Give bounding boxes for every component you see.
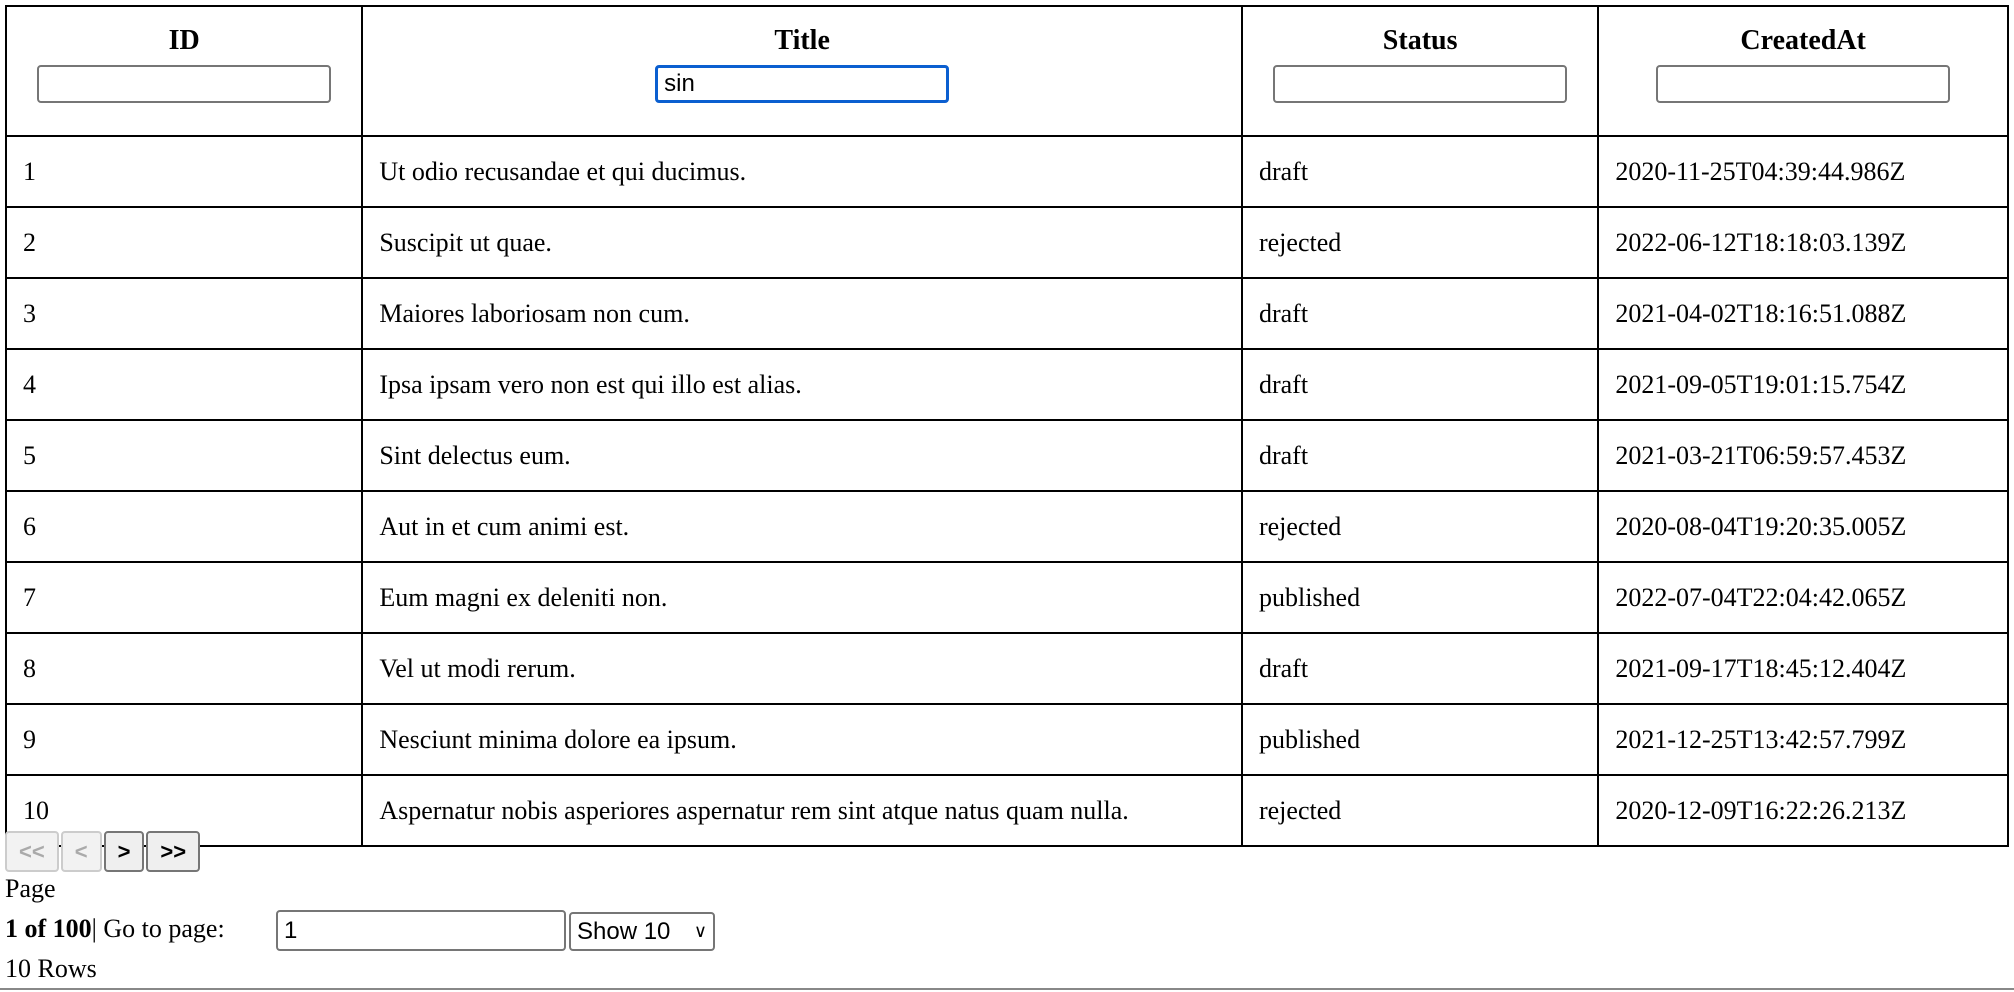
column-label: ID (168, 25, 200, 56)
cell-createdat: 2022-07-04T22:04:42.065Z (1597, 561, 2009, 634)
first-page-button[interactable]: << (5, 831, 59, 872)
table-row: 7 Eum magni ex deleniti non. published 2022… (4, 561, 2009, 634)
cell-id: 5 (4, 419, 364, 492)
filter-input-title[interactable] (655, 65, 950, 103)
cell-title: Vel ut modi rerum. (361, 632, 1243, 705)
chevron-down-icon: ∨ (693, 921, 707, 941)
column-header-createdat: CreatedAt (1597, 5, 2009, 137)
cell-status: rejected (1240, 206, 1600, 279)
column-label: Title (774, 25, 830, 56)
cell-title: Ipsa ipsam vero non est qui illo est ali… (361, 348, 1243, 421)
rows-count: 10 Rows (5, 954, 97, 983)
cell-createdat: 2021-09-17T18:45:12.404Z (1597, 632, 2009, 705)
table-row: 6 Aut in et cum animi est. rejected 2020-08… (4, 490, 2009, 563)
cell-createdat: 2021-03-21T06:59:57.453Z (1597, 419, 2009, 492)
next-page-button[interactable]: > (103, 831, 145, 872)
data-table: ID Title Status CreatedAt 1Ut odio recusand… (4, 5, 2009, 847)
column-header-status: Status (1240, 5, 1600, 137)
cell-id: 8 (4, 632, 364, 705)
goto-label: Go to page: (96, 914, 225, 943)
cell-id: 4 (4, 348, 364, 421)
cell-status: rejected (1240, 774, 1600, 847)
cell-id: 2 (4, 206, 364, 279)
table-row: 3 Maiores laboriosam non cum. draft 2021-04… (4, 277, 2009, 350)
cell-id: 1 (4, 135, 364, 208)
cell-status: draft (1240, 348, 1600, 421)
table-row: 9 Nesciunt minima dolore ea ipsum. publish… (4, 703, 2009, 776)
column-label: Status (1382, 25, 1458, 56)
separator: | (91, 914, 97, 943)
table-row: 1 Ut odio recusandae et qui ducimus. draft… (4, 135, 2009, 208)
cell-createdat: 2020-12-09T16:22:26.213Z (1597, 774, 2009, 847)
table-row: 10 Aspernatur nobis asperiores aspernatur… (4, 774, 2009, 847)
table-row: 8 Vel ut modi rerum. draft 2021-09-17T18:45… (4, 632, 2009, 705)
divider (0, 988, 2014, 990)
cell-createdat: 2021-04-02T18:16:51.088Z (1597, 277, 2009, 350)
filter-input-createdat[interactable] (1656, 65, 1951, 103)
cell-title: Aspernatur nobis asperiores aspernatur r… (361, 774, 1243, 847)
cell-status: draft (1240, 277, 1600, 350)
page-label: Page (5, 874, 56, 903)
column-header-title: Title (361, 5, 1243, 137)
cell-createdat: 2021-09-05T19:01:15.754Z (1597, 348, 2009, 421)
goto-page-input[interactable] (276, 910, 566, 951)
cell-status: draft (1240, 632, 1600, 705)
cell-status: draft (1240, 135, 1600, 208)
page-info-line: 1 of 100| Go to page: (5, 914, 225, 944)
cell-status: rejected (1240, 490, 1600, 563)
cell-createdat: 2022-06-12T18:18:03.139Z (1597, 206, 2009, 279)
table-row: 2 Suscipit ut quae. rejected 2022-06-12T18:… (4, 206, 2009, 279)
cell-title: Suscipit ut quae. (361, 206, 1243, 279)
cell-status: published (1240, 561, 1600, 634)
cell-id: 7 (4, 561, 364, 634)
cell-status: published (1240, 703, 1600, 776)
cell-createdat: 2020-08-04T19:20:35.005Z (1597, 490, 2009, 563)
cell-createdat: 2021-12-25T13:42:57.799Z (1597, 703, 2009, 776)
cell-title: Ut odio recusandae et qui ducimus. (361, 135, 1243, 208)
column-label: CreatedAt (1740, 25, 1866, 56)
page-size-value: Show 10 (577, 917, 671, 945)
cell-title: Sint delectus eum. (361, 419, 1243, 492)
cell-createdat: 2020-11-25T04:39:44.986Z (1597, 135, 2009, 208)
prev-page-button[interactable]: < (60, 831, 102, 872)
filter-input-status[interactable] (1273, 65, 1568, 103)
column-header-id: ID (4, 5, 364, 137)
page-info: 1 of 100 (5, 914, 92, 943)
page-size-select[interactable]: Show 10 ∨ (569, 912, 715, 951)
last-page-button[interactable]: >> (146, 831, 201, 872)
cell-title: Aut in et cum animi est. (361, 490, 1243, 563)
pagination-buttons: << < > >> (5, 831, 202, 872)
cell-title: Nesciunt minima dolore ea ipsum. (361, 703, 1243, 776)
filter-input-id[interactable] (37, 65, 332, 103)
cell-title: Maiores laboriosam non cum. (361, 277, 1243, 350)
table-row: 5 Sint delectus eum. draft 2021-03-21T06:59… (4, 419, 2009, 492)
cell-title: Eum magni ex deleniti non. (361, 561, 1243, 634)
cell-status: draft (1240, 419, 1600, 492)
cell-id: 6 (4, 490, 364, 563)
cell-id: 3 (4, 277, 364, 350)
table-row: 4 Ipsa ipsam vero non est qui illo est al… (4, 348, 2009, 421)
cell-id: 9 (4, 703, 364, 776)
